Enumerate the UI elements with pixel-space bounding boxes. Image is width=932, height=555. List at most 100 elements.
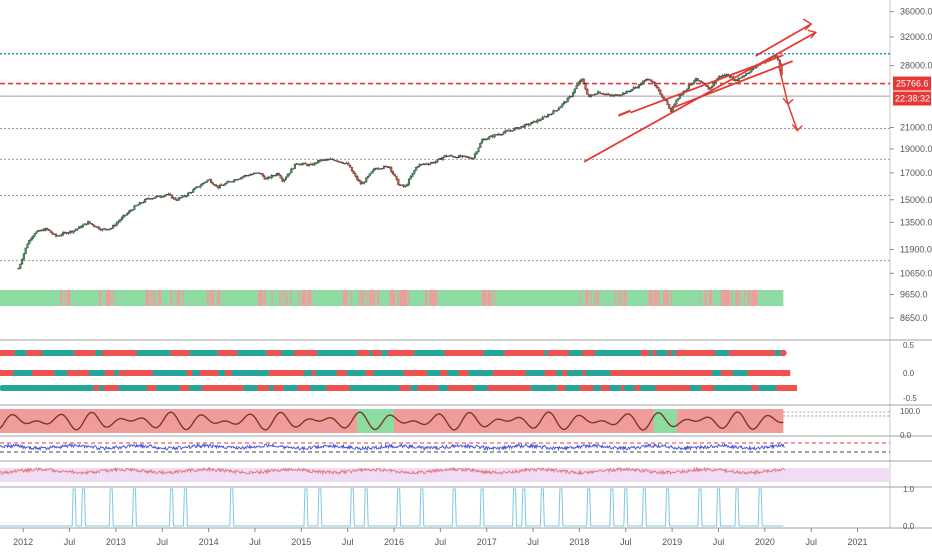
candle-body xyxy=(687,84,690,90)
signal-strip-red xyxy=(301,290,303,306)
signal-row-segment xyxy=(199,370,207,376)
signal-strip-red xyxy=(171,290,173,306)
candle-body xyxy=(272,175,275,177)
candle-body xyxy=(588,94,591,98)
candle-body xyxy=(438,158,441,160)
signal-row-segment xyxy=(151,385,157,391)
candle-body xyxy=(516,127,519,130)
candle-body xyxy=(564,101,567,103)
signal-strip-red xyxy=(378,290,380,306)
candle-body xyxy=(561,103,564,107)
signal-strip-red xyxy=(400,290,402,306)
candle-body xyxy=(470,158,473,160)
signal-strip-red xyxy=(724,290,726,306)
signal-row-segment xyxy=(458,370,469,376)
candle-body xyxy=(450,155,453,157)
signal-row-segment xyxy=(751,385,759,391)
candle-body xyxy=(152,197,156,199)
signal-row-segment xyxy=(210,385,222,391)
candle-body xyxy=(38,230,41,232)
signal-strip-red xyxy=(699,290,701,306)
candle-body xyxy=(233,179,236,182)
candle-body xyxy=(666,100,669,105)
signal-strip-red xyxy=(363,290,365,306)
signal-row-segment xyxy=(93,385,100,391)
candle-body xyxy=(81,224,84,228)
candle-body xyxy=(440,158,443,160)
signal-strip-red xyxy=(430,290,432,306)
candle-body xyxy=(746,73,749,75)
signal-strip-red xyxy=(111,290,113,306)
candle-body xyxy=(598,91,601,94)
candle-body xyxy=(37,230,40,232)
candle-body xyxy=(21,259,24,265)
signal-strip-red xyxy=(708,290,710,306)
signal-row-segment xyxy=(643,370,656,376)
signal-strip-red xyxy=(175,290,177,306)
signal-strip-red xyxy=(488,290,490,306)
signal-strip-red xyxy=(726,290,728,306)
signal-row-segment xyxy=(666,370,676,376)
signal-row-end-dot xyxy=(780,349,787,357)
candle-body xyxy=(447,155,450,158)
candle-body xyxy=(331,158,334,160)
candle-body xyxy=(177,197,181,201)
countdown-label: 22:38:32 xyxy=(895,94,930,104)
signal-row-segment xyxy=(759,370,764,376)
candle-body xyxy=(589,94,592,98)
candle-body xyxy=(365,177,368,183)
candle-body xyxy=(226,181,229,184)
subpanel-tick-label: 0.5 xyxy=(903,341,915,350)
signal-row-segment xyxy=(457,350,465,356)
candle-body xyxy=(306,163,309,166)
candle-body xyxy=(513,128,516,131)
price-tick-label: 10650.0 xyxy=(900,268,932,278)
candle-body xyxy=(181,195,184,198)
signal-strip-red xyxy=(345,290,348,306)
signal-row-segment xyxy=(428,385,439,391)
candle-body xyxy=(577,82,580,86)
signal-row-segment xyxy=(67,370,77,376)
signal-strip-red xyxy=(752,290,754,306)
signal-strip-red xyxy=(170,290,172,306)
signal-strip-red xyxy=(487,290,489,306)
signal-row-segment xyxy=(232,350,238,356)
candle-body xyxy=(611,95,614,97)
candle-body xyxy=(546,114,550,118)
candle-body xyxy=(190,192,193,194)
price-tick-label: 17000.0 xyxy=(900,168,932,178)
marker-dash xyxy=(617,109,631,117)
signal-strip-red xyxy=(392,290,394,306)
signal-row-segment xyxy=(139,370,145,376)
signal-row-segment xyxy=(503,370,508,376)
candle-body xyxy=(54,233,58,237)
candle-body xyxy=(505,130,509,132)
arrowhead xyxy=(802,18,813,31)
candle-body xyxy=(111,225,115,229)
candle-body xyxy=(390,166,393,172)
signal-strip-red xyxy=(483,290,486,306)
signal-strip-red xyxy=(399,290,401,306)
signal-strip-red xyxy=(710,290,713,306)
candle-body xyxy=(530,121,534,125)
candle-body xyxy=(229,181,232,183)
signal-strip-red xyxy=(219,290,221,306)
signal-row-segment xyxy=(585,350,595,356)
signal-row-segment xyxy=(273,385,284,391)
candle-body xyxy=(657,87,660,91)
signal-strip-red xyxy=(747,290,749,306)
candle-body xyxy=(126,212,129,216)
signal-strip-red xyxy=(755,290,757,306)
candle-body xyxy=(472,157,475,160)
signal-row-segment xyxy=(703,370,712,376)
candle-body xyxy=(42,229,45,232)
signal-strip-red xyxy=(287,290,289,306)
signal-strip-red xyxy=(585,290,587,306)
candle-body xyxy=(277,173,280,176)
candle-body xyxy=(436,159,439,163)
signal-strip-red xyxy=(178,290,180,306)
signal-row-segment xyxy=(403,370,408,376)
signal-strip-red xyxy=(147,290,150,306)
candle-body xyxy=(213,184,216,186)
candle-body xyxy=(566,97,569,103)
